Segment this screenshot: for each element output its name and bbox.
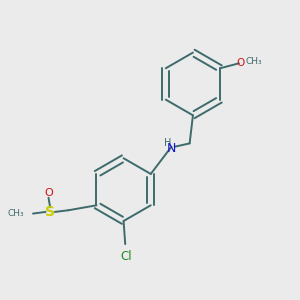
Text: N: N xyxy=(167,142,176,155)
Text: CH₃: CH₃ xyxy=(8,209,24,218)
Text: CH₃: CH₃ xyxy=(246,57,262,66)
Text: O: O xyxy=(44,188,53,198)
Text: S: S xyxy=(45,205,55,219)
Text: Cl: Cl xyxy=(120,250,132,263)
Text: O: O xyxy=(236,58,245,68)
Text: H: H xyxy=(164,138,172,148)
